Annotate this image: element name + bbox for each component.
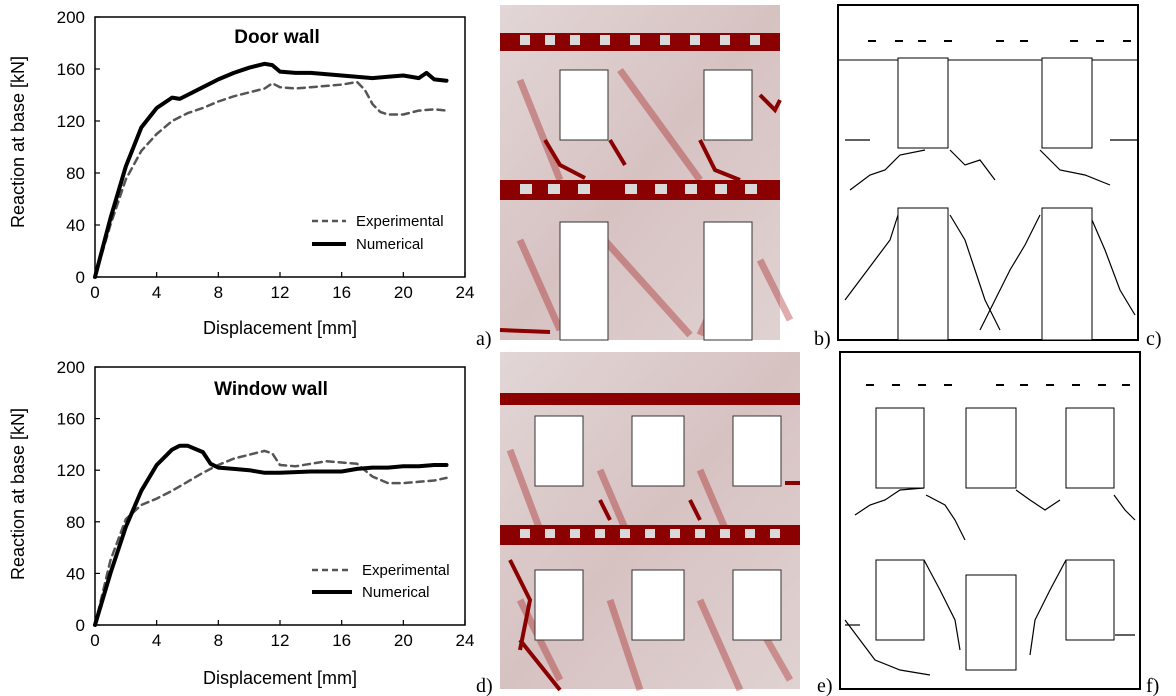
- window-ytick-label: 0: [76, 616, 85, 635]
- window-xtick-label: 24: [456, 631, 475, 650]
- window-ytick-label: 80: [66, 513, 85, 532]
- window-ytick-label: 160: [57, 410, 85, 429]
- window-ytick-label: 40: [66, 564, 85, 583]
- window-ytick-label: 200: [57, 358, 85, 377]
- door-ytick-label: 200: [57, 8, 85, 27]
- door-wall-chart: Reaction at base [kN] Displacement [mm] …: [8, 8, 474, 338]
- door-ytick-label: 0: [76, 268, 85, 287]
- door-series-numerical-line: [93, 61, 449, 279]
- window-ylabel: Reaction at base [kN]: [8, 408, 28, 580]
- door-ytick-label: 160: [57, 60, 85, 79]
- door-xtick-label: 12: [271, 283, 290, 302]
- door-series: [93, 61, 449, 279]
- window-xtick-label: 0: [90, 631, 99, 650]
- window-xtick-label: 16: [332, 631, 351, 650]
- door-legend-experimental: Experimental: [356, 213, 444, 230]
- window-xlabel: Displacement [mm]: [203, 668, 357, 688]
- door-legend: Experimental Numerical: [312, 213, 444, 253]
- door-wall-cracks: [499, 93, 782, 334]
- panel-b-door-wall-cracks: [837, 4, 1139, 341]
- panel-f-window-wall-cracks: [839, 351, 1141, 690]
- door-xtick-label: 4: [152, 283, 161, 302]
- door-title: Door wall: [234, 27, 320, 48]
- window-ticks: 0 4 8 12 16 20 24 0 40 80 120 160 200: [57, 358, 475, 650]
- window-title: Window wall: [214, 379, 328, 400]
- panel-label-e: e): [817, 675, 833, 696]
- door-ytick-label: 80: [66, 164, 85, 183]
- window-plot-frame: [94, 366, 466, 626]
- door-series-experimental-line: [93, 80, 448, 279]
- door-ytick-label: 40: [66, 216, 85, 235]
- door-ytick-label: 120: [57, 112, 85, 131]
- door-ticks: 0 4 8 12 16 20 24 0 40 80 120 160 200: [57, 8, 475, 302]
- panel-d-window-wall-fe: [500, 352, 800, 692]
- window-legend: Experimental Numerical: [312, 562, 450, 601]
- window-xtick-label: 20: [394, 631, 413, 650]
- door-plot-frame: [94, 16, 466, 278]
- panel-label-b: b): [814, 328, 831, 350]
- window-xtick-label: 4: [152, 631, 161, 650]
- window-wall-chart: Reaction at base [kN] Displacement [mm] …: [8, 358, 474, 688]
- window-series: [93, 443, 449, 627]
- door-xtick-label: 20: [394, 283, 413, 302]
- panel-label-c: c): [1146, 328, 1162, 350]
- door-xtick-label: 24: [456, 283, 475, 302]
- door-ylabel: Reaction at base [kN]: [8, 56, 28, 228]
- window-legend-experimental: Experimental: [362, 562, 450, 579]
- window-series-numerical-line: [93, 443, 449, 627]
- panel-label-f: f): [1146, 675, 1159, 696]
- door-legend-numerical: Numerical: [356, 236, 424, 253]
- window-legend-numerical: Numerical: [362, 584, 430, 601]
- door-xtick-label: 8: [214, 283, 223, 302]
- door-xtick-label: 0: [90, 283, 99, 302]
- panel-label-a: a): [476, 328, 492, 350]
- window-xtick-label: 8: [214, 631, 223, 650]
- window-series-experimental-line: [93, 449, 448, 627]
- window-ytick-label: 120: [57, 461, 85, 480]
- panel-label-d: d): [476, 675, 493, 696]
- panel-a-door-wall-fe: [499, 5, 794, 341]
- door-xtick-label: 16: [332, 283, 351, 302]
- window-xtick-label: 12: [271, 631, 290, 650]
- door-xlabel: Displacement [mm]: [203, 318, 357, 338]
- door-crack-marks: [868, 40, 1131, 42]
